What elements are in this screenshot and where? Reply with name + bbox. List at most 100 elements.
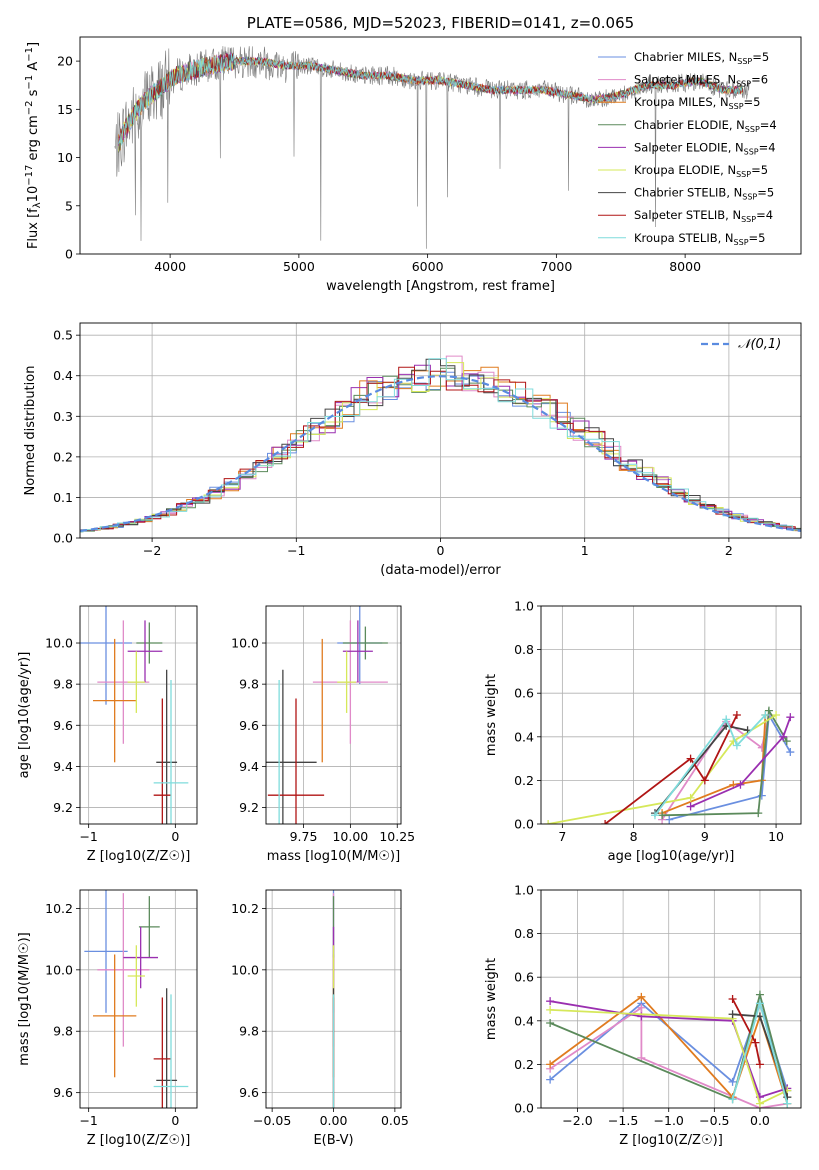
legend-sub: SSP [729, 102, 744, 111]
weight_vs_Z-series-chabrier-miles-marker [546, 1075, 555, 1084]
mass_vs_ebv-ytick-label: 9.6 [239, 1085, 259, 1100]
weight_vs_Z-ytick-label: 0.8 [514, 926, 534, 941]
mass_vs_Z-point-salpeter-miles [97, 893, 150, 1047]
age_vs_Z-ytick-label: 9.8 [53, 677, 73, 692]
legend-text: Chabrier STELIB, N [634, 186, 742, 200]
legend-text: =4 [760, 118, 777, 132]
weight_vs_age-xtick-label: 10 [768, 829, 784, 844]
legend-label-salpeter-stelib: Salpeter STELIB, NSSP=4 [634, 208, 773, 224]
legend-label-kroupa-elodie: Kroupa ELODIE, NSSP=5 [634, 163, 768, 179]
legend-text: Kroupa MILES, N [634, 95, 729, 109]
legend-sub: SSP [742, 193, 757, 202]
mass_vs_ebv-xtick-label: −0.05 [253, 1113, 291, 1128]
mass_vs_Z-xlabel: Z [log10(Z/Z☉)] [87, 1133, 191, 1148]
age_vs_Z-xtick-label: −1 [79, 829, 97, 844]
spectrum-xtick-label: 5000 [283, 259, 315, 274]
weight_vs_age-series-salpeter-stelib-marker [700, 776, 709, 785]
mass_vs_Z-point-salpeter-stelib [153, 997, 171, 1108]
legend-text: =5 [757, 186, 774, 200]
legend-text: Salpeter ELODIE, N [634, 140, 744, 154]
legend-text: Salpeter STELIB, N [634, 208, 741, 222]
age_vs_Z-point-chabrier-miles [80, 606, 132, 705]
spectrum-xtick-label: 7000 [540, 259, 572, 274]
mass_vs_ebv-ytick-label: 10.2 [231, 901, 259, 916]
legend-label-chabrier-elodie: Chabrier ELODIE, NSSP=4 [634, 118, 777, 134]
age_vs_mass-point-chabrier-stelib [266, 669, 317, 824]
age_vs_Z-point-kroupa-elodie [127, 651, 145, 713]
age_vs_mass-ytick-label: 9.8 [239, 677, 259, 692]
age_vs_Z-point-kroupa-stelib [153, 680, 189, 824]
residuals-xtick-label: −1 [287, 543, 305, 558]
spectrum-ylabel-part: −17 [24, 165, 35, 186]
spectrum-ylabel-part: −2 [24, 100, 35, 115]
weight_vs_age-series-salpeter-elodie-marker [786, 713, 795, 722]
residuals-ytick-label: 0.0 [53, 531, 73, 546]
residuals-ytick-label: 0.2 [53, 449, 73, 464]
legend-text: =5 [751, 163, 768, 177]
residuals-axes: −2 −1 0 1 2 0.0 0.1 0.2 0.3 0.4 0.5 [53, 323, 801, 558]
spectrum-xlabel: wavelength [Angstrom, rest frame] [326, 279, 555, 294]
residuals-xlabel: (data-model)/error [380, 563, 501, 578]
weight_vs_age-series-chabrier-miles-marker [757, 791, 766, 800]
mass_vs_Z-xtick-label: −1 [79, 1113, 97, 1128]
mass_vs_ebv-axes: −0.05 0.00 0.05 9.6 9.8 10.0 10.2 [231, 890, 409, 1128]
weight_vs_age-axes: 7 8 9 10 0.0 0.2 0.4 0.6 0.8 1.0 [514, 599, 801, 844]
weight_vs_Z-series-kroupa-miles-marker [637, 992, 646, 1001]
weight_vs_Z-series-salpeter-miles-marker [637, 1003, 646, 1012]
weight_vs_age-frame [540, 605, 802, 825]
mass_vs_Z-ytick-label: 10.0 [45, 962, 73, 977]
weight_vs_age-ytick-label: 0.4 [514, 729, 534, 744]
weight_vs_age-xlabel: age [log10(age/yr)] [608, 849, 735, 864]
weight_vs_age-ytick-label: 0.8 [514, 642, 534, 657]
spectrum-model-kroupa-stelib [118, 53, 743, 146]
residuals-ytick-label: 0.4 [53, 368, 73, 383]
spectrum-plot [114, 46, 750, 249]
weight_vs_Z-series-chabrier-elodie-marker [755, 990, 764, 999]
weight_vs_age-xtick-label: 9 [701, 829, 709, 844]
residuals-ylabel: Normed distribution [23, 366, 38, 496]
weight_vs_age-series-chabrier-miles-marker [786, 748, 795, 757]
age_vs_Z-plot [80, 606, 189, 824]
weight_vs_Z-series-kroupa-miles-marker [546, 1060, 555, 1069]
age_vs_mass-plot [266, 606, 388, 824]
weight_vs_Z-series-chabrier-stelib-marker [728, 1010, 737, 1019]
weight_vs_Z-series-salpeter-stelib-marker [755, 1060, 764, 1069]
residuals-xtick-label: 0 [437, 543, 445, 558]
age_vs_Z-ytick-label: 9.6 [53, 718, 73, 733]
spectrum-ytick-label: 10 [57, 150, 73, 165]
age_vs_Z-ytick-label: 9.4 [53, 759, 73, 774]
residuals-ytick-label: 0.3 [53, 409, 73, 424]
weight_vs_age-series-chabrier-elodie-marker [782, 737, 791, 746]
weight_vs_age-ytick-label: 1.0 [514, 599, 534, 614]
hist-kroupa-stelib [80, 358, 801, 533]
weight_vs_age-ytick-label: 0.6 [514, 686, 534, 701]
weight_vs_Z-xtick-label: −0.5 [699, 1113, 729, 1128]
weight_vs_Z-xtick-label: −1.0 [654, 1113, 684, 1128]
weight_vs_Z-xtick-label: −1.5 [608, 1113, 638, 1128]
legend-text: Chabrier MILES, N [634, 50, 737, 64]
mass_vs_ebv-frame [265, 889, 402, 1109]
legend-label-chabrier-miles: Chabrier MILES, NSSP=5 [634, 50, 769, 66]
mass_vs_ebv-ytick-label: 10.0 [231, 962, 259, 977]
legend-sub: SSP [737, 57, 752, 66]
legend-sub: SSP [736, 80, 751, 89]
weight_vs_Z-ytick-label: 1.0 [514, 883, 534, 898]
legend-text: =5 [749, 231, 766, 245]
mass_vs_Z-ytick-label: 10.2 [45, 901, 73, 916]
weight_vs_age-series-kroupa-elodie-marker [544, 820, 553, 824]
legend-sub: SSP [734, 238, 749, 247]
weight_vs_age-series-kroupa-stelib-marker [761, 711, 770, 719]
spectrum-ylabel-part: −1 [24, 75, 35, 90]
weight_vs_age-series-salpeter-stelib [604, 714, 738, 824]
mass_vs_Z-point-chabrier-stelib [156, 988, 178, 1108]
spectrum-ylabel-part: −1 [24, 47, 35, 62]
spectrum-ytick-label: 0 [65, 247, 73, 262]
spectrum-ylabel: Flux [fλ10−17 erg cm−2 s−1 A−1] [24, 42, 43, 249]
age_vs_mass-ytick-label: 9.4 [239, 759, 259, 774]
weight_vs_age-series-kroupa-stelib [654, 714, 767, 816]
weight_vs_age-ylabel: mass weight [484, 674, 499, 756]
age_vs_Z-ytick-label: 9.2 [53, 800, 73, 815]
normal-curve [80, 375, 801, 532]
weight_vs_Z-ytick-label: 0.2 [514, 1057, 534, 1072]
residuals-ytick-label: 0.5 [53, 328, 73, 343]
